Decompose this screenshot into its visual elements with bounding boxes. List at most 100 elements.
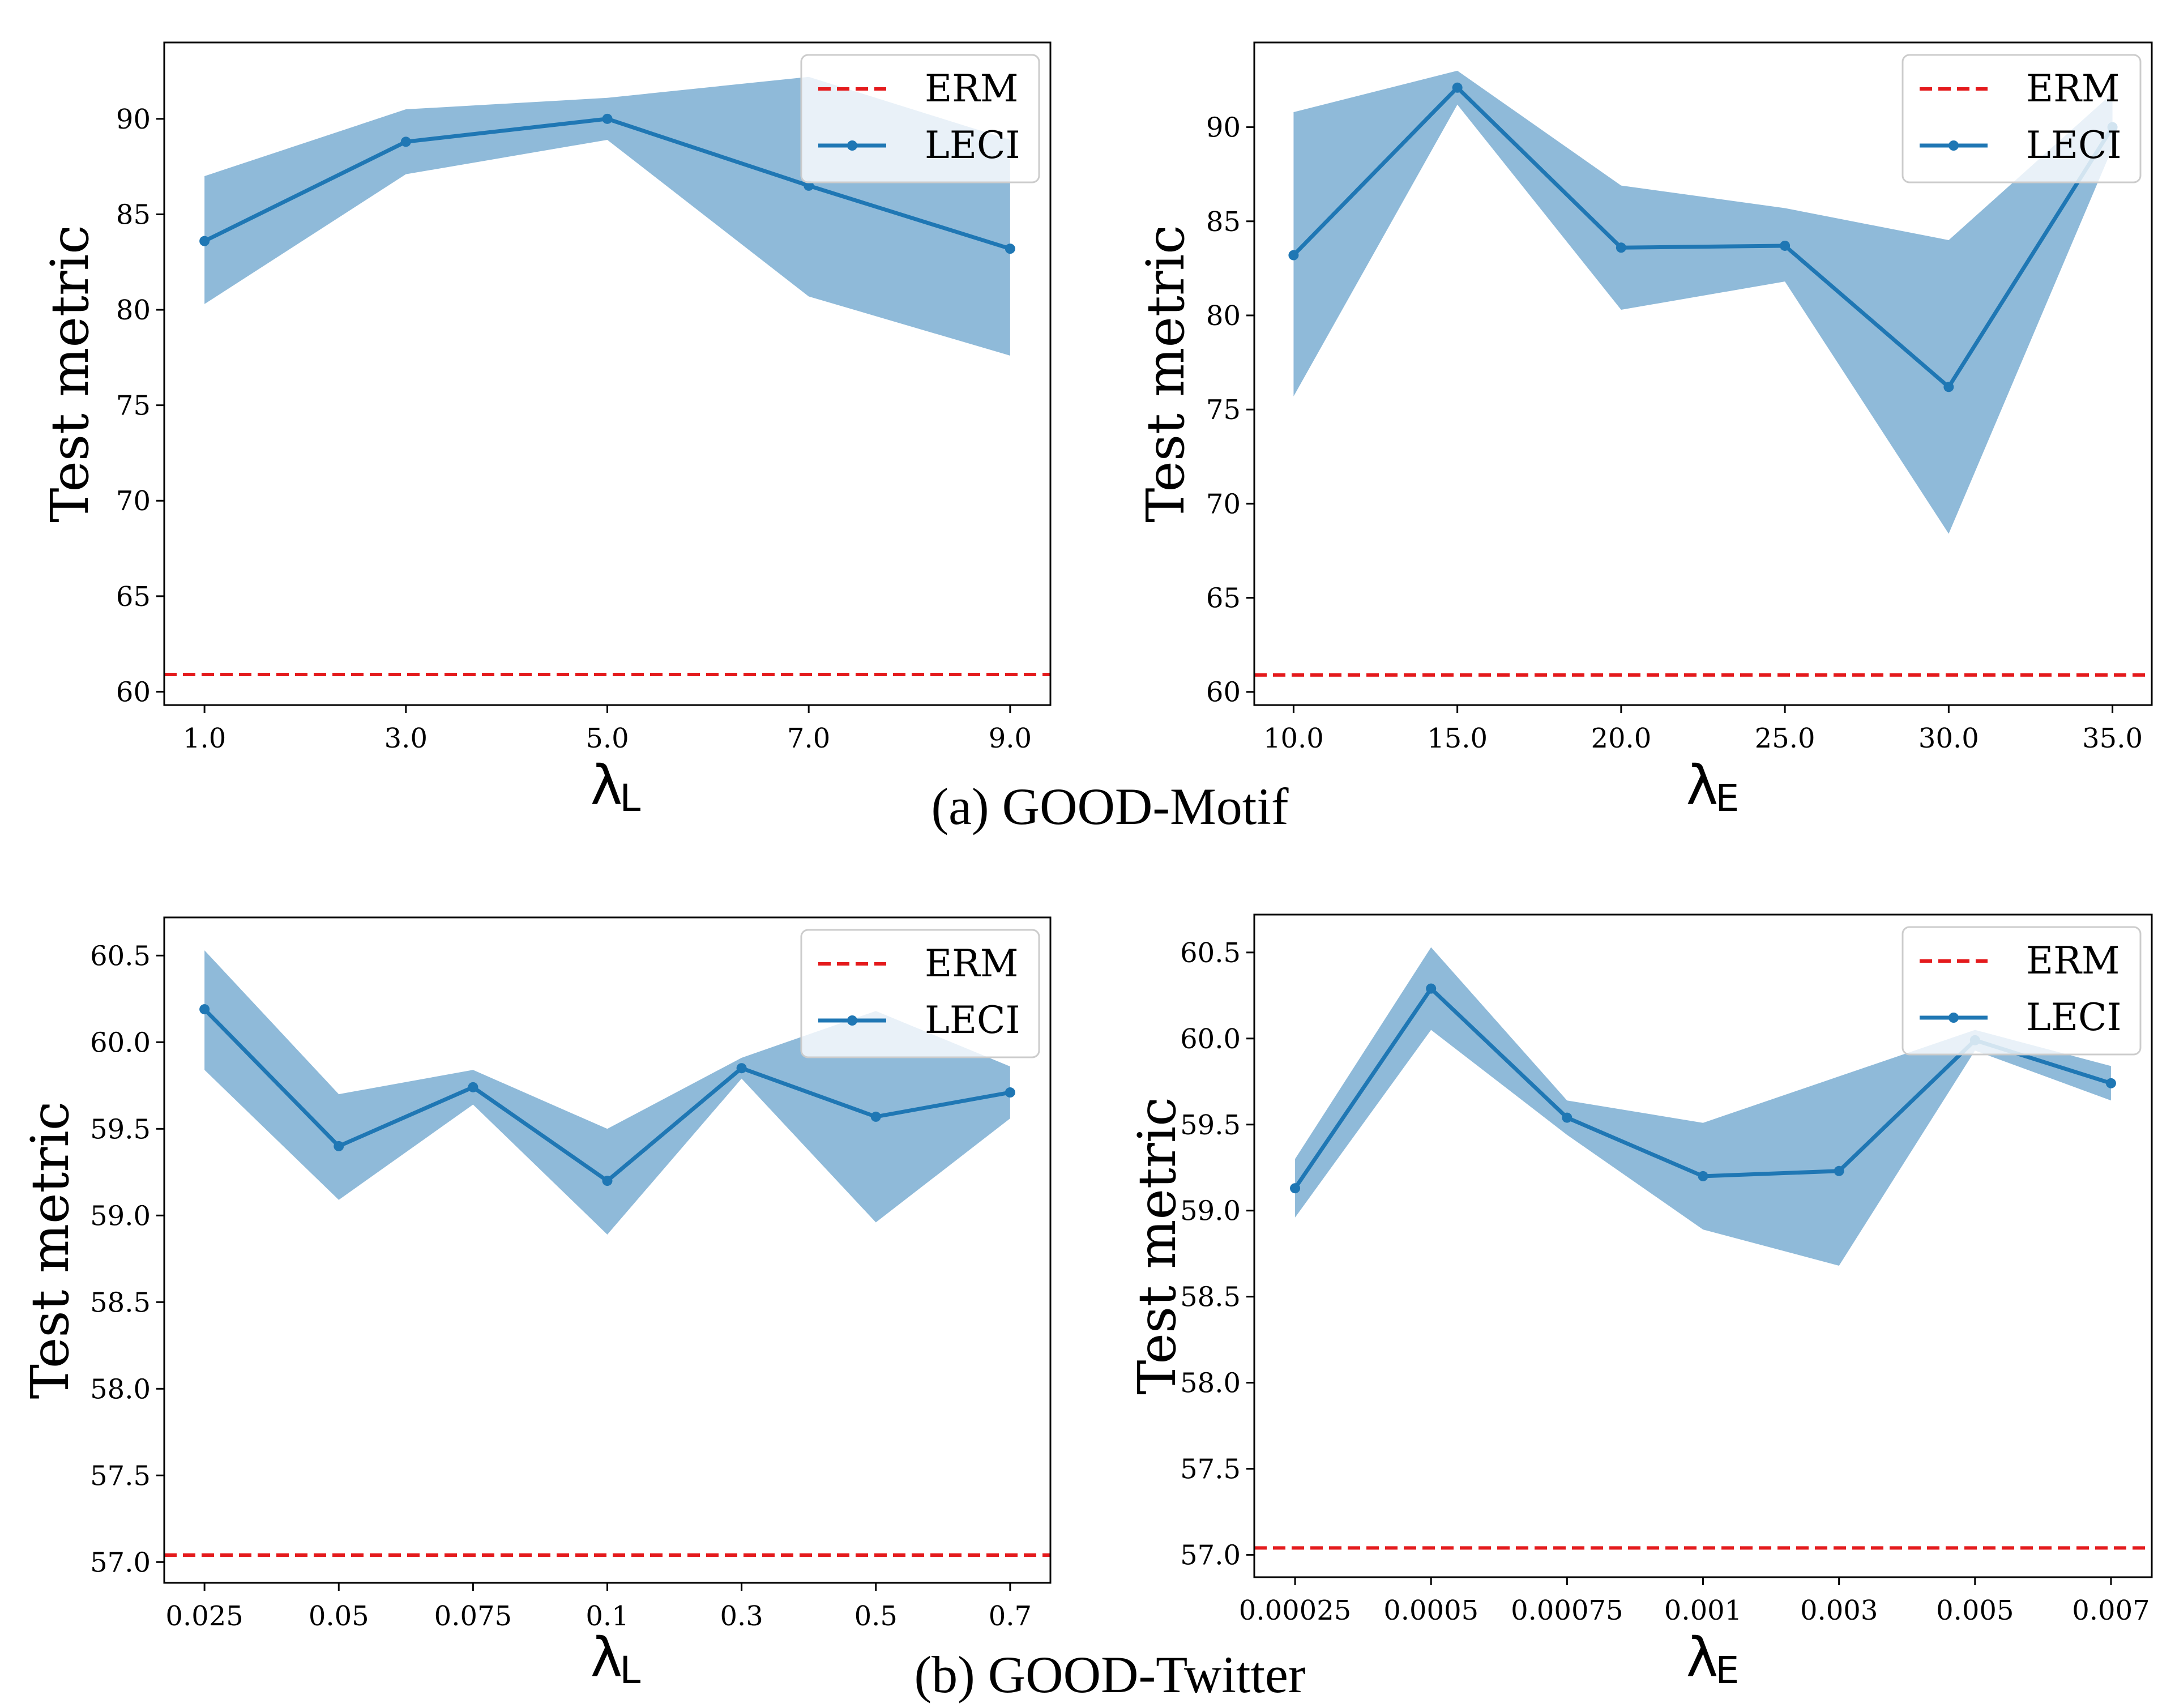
x-axis-label: λ: [591, 1626, 623, 1689]
y-tick-label: 59.5: [90, 1113, 151, 1145]
leci-point: [199, 236, 210, 246]
x-tick-label: 0.075: [434, 1600, 512, 1632]
legend-leci-marker: [847, 140, 857, 151]
y-tick-label: 57.5: [1180, 1454, 1241, 1485]
legend-erm-label: ERM: [925, 942, 1018, 985]
legend-box: [1901, 54, 2142, 183]
x-tick-label: 30.0: [1918, 723, 1979, 754]
x-tick-label: 0.005: [1936, 1595, 2014, 1626]
legend-box: [1901, 926, 2142, 1056]
y-tick-label: 65: [1206, 583, 1241, 614]
x-tick-label: 9.0: [989, 723, 1032, 754]
x-tick-label: 0.5: [854, 1600, 898, 1632]
x-tick-label: 0.0005: [1383, 1595, 1479, 1626]
x-tick-label: 15.0: [1427, 723, 1488, 754]
x-tick-label: 7.0: [787, 723, 830, 754]
leci-point: [199, 1004, 210, 1015]
chart-panel-motif-lambda-e: 60 65 70 75 80 85 90 10.0 15.0 20.0 25.0 30.0 35.0 Te…: [1135, 41, 2153, 820]
y-axis-label: Test metric: [20, 1101, 80, 1399]
leci-point: [1562, 1112, 1573, 1123]
y-axis-label: Test metric: [1135, 225, 1196, 523]
y-tick-label: 75: [1206, 394, 1241, 426]
chart-panel-twitter-lambda-e: 57.0 57.5 58.0 58.5 59.0 59.5 60.0 60.5 0.00025 0…: [1127, 913, 2153, 1692]
y-tick-label: 65: [116, 581, 151, 613]
legend: ERM LECI: [1901, 926, 2142, 1056]
x-tick-label: 3.0: [384, 723, 428, 754]
leci-point: [1005, 1087, 1015, 1098]
leci-point: [1943, 382, 1954, 392]
legend-erm-label: ERM: [2026, 939, 2120, 983]
leci-point: [1288, 250, 1299, 261]
y-tick-label: 60: [1206, 677, 1241, 708]
legend-erm-label: ERM: [925, 67, 1018, 110]
y-tick-label: 58.0: [90, 1373, 151, 1405]
x-tick-label: 0.00025: [1239, 1595, 1352, 1626]
y-tick-label: 57.5: [90, 1460, 151, 1492]
y-tick-label: 59.5: [1180, 1109, 1241, 1141]
axes-frame: [1253, 41, 2153, 706]
x-axis-label-subscript: E: [1716, 776, 1740, 820]
leci-point: [2105, 1078, 2116, 1088]
caption-b: (b) GOOD-Twitter: [914, 1646, 1305, 1703]
y-tick-label: 70: [1206, 488, 1241, 520]
legend-leci-label: LECI: [925, 123, 1020, 167]
leci-point: [1452, 82, 1463, 93]
legend-leci-marker: [847, 1015, 857, 1026]
leci-band: [1293, 70, 2113, 534]
x-axis-label-subscript: E: [1716, 1649, 1740, 1692]
chart-panel-twitter-lambda-l: 57.0 57.5 58.0 58.5 59.0 59.5 60.0 60.5 0.025 0.0…: [20, 916, 1052, 1692]
leci-point: [602, 113, 613, 124]
leci-point: [1005, 244, 1015, 254]
leci-point: [1834, 1165, 1844, 1176]
y-tick-label: 75: [116, 390, 151, 422]
leci-point: [736, 1063, 747, 1074]
x-tick-label: 0.3: [720, 1600, 763, 1632]
y-tick-label: 59.0: [1180, 1195, 1241, 1227]
leci-point: [334, 1141, 344, 1151]
legend-leci-label: LECI: [925, 998, 1020, 1042]
y-tick-label: 90: [116, 104, 151, 135]
legend-leci-marker: [1948, 1013, 1959, 1023]
x-axis-label: λ: [1686, 1626, 1719, 1689]
leci-point: [870, 1111, 881, 1122]
y-tick-label: 60.5: [1180, 937, 1241, 969]
x-tick-label: 10.0: [1263, 723, 1324, 754]
x-tick-label: 0.025: [165, 1600, 243, 1632]
x-axis-label: λ: [1686, 754, 1719, 817]
legend-erm-label: ERM: [2026, 67, 2120, 110]
leci-point: [468, 1082, 478, 1092]
x-tick-label: 35.0: [2082, 723, 2143, 754]
legend-box: [800, 929, 1040, 1058]
x-tick-label: 1.0: [183, 723, 226, 754]
x-tick-label: 25.0: [1755, 723, 1815, 754]
legend-leci-label: LECI: [2026, 996, 2122, 1039]
y-tick-label: 70: [116, 485, 151, 517]
x-axis-label-subscript: L: [620, 776, 641, 820]
legend: ERM LECI: [800, 929, 1040, 1058]
leci-point: [400, 136, 411, 147]
y-axis-label: Test metric: [1127, 1097, 1187, 1395]
x-tick-label: 20.0: [1591, 723, 1651, 754]
y-tick-label: 60.5: [90, 940, 151, 972]
y-tick-label: 80: [116, 294, 151, 326]
x-tick-label: 0.00075: [1511, 1595, 1623, 1626]
y-tick-label: 90: [1206, 112, 1241, 144]
x-tick-label: 0.7: [989, 1600, 1032, 1632]
leci-point: [602, 1176, 613, 1186]
x-tick-label: 5.0: [586, 723, 629, 754]
x-tick-label: 0.1: [586, 1600, 629, 1632]
x-tick-label: 0.007: [2072, 1595, 2150, 1626]
y-tick-label: 57.0: [90, 1547, 151, 1578]
caption-a: (a) GOOD-Motif: [931, 778, 1288, 835]
x-tick-label: 0.05: [309, 1600, 369, 1632]
leci-point: [1426, 983, 1437, 994]
leci-band: [1295, 947, 2111, 1266]
y-axis-label: Test metric: [40, 225, 100, 523]
leci-point: [1616, 242, 1626, 253]
leci-point: [1780, 240, 1791, 251]
y-tick-label: 60.0: [90, 1027, 151, 1058]
y-tick-label: 58.0: [1180, 1368, 1241, 1399]
legend: ERM LECI: [1901, 54, 2142, 183]
y-tick-label: 85: [1206, 206, 1241, 238]
